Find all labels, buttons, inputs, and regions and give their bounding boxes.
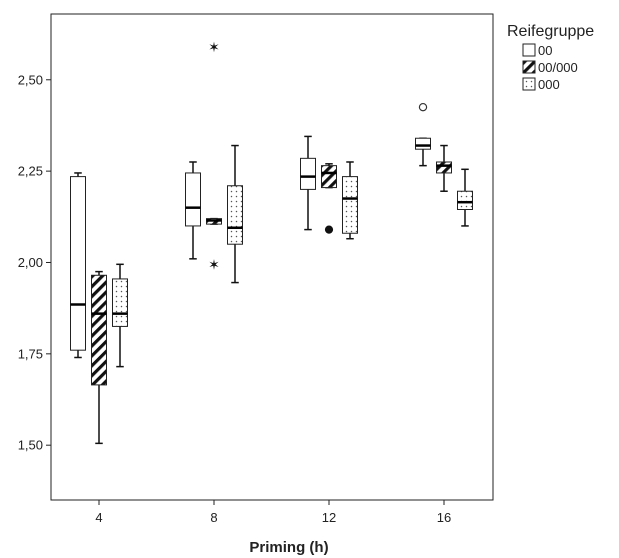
y-tick-label: 2,50 xyxy=(18,72,43,87)
box-plot xyxy=(436,144,452,192)
box-iqr xyxy=(91,274,107,386)
box-plot xyxy=(415,102,431,167)
x-tick-label: 12 xyxy=(322,510,336,525)
legend-swatch xyxy=(522,77,536,91)
box-iqr xyxy=(70,176,86,351)
x-tick-label: 16 xyxy=(437,510,451,525)
box-plot xyxy=(342,161,358,240)
box-series xyxy=(70,102,431,359)
extreme-marker: ✶ xyxy=(208,40,220,56)
box-plot xyxy=(70,172,86,359)
x-axis-title: Priming (h) xyxy=(249,539,328,556)
box-iqr xyxy=(300,157,316,190)
box-series xyxy=(112,144,473,368)
box-iqr xyxy=(436,161,452,174)
box-plot xyxy=(91,270,107,445)
box-iqr xyxy=(457,190,473,210)
box-series: ✶✶ xyxy=(91,40,452,445)
legend-label: 00 xyxy=(538,43,552,58)
box-plot xyxy=(112,263,128,368)
legend-label: 000 xyxy=(538,77,560,92)
plot-area xyxy=(50,13,494,501)
box-iqr xyxy=(415,137,431,150)
legend-item: 00 xyxy=(522,43,552,58)
y-tick-label: 1,75 xyxy=(18,346,43,361)
legend-item: 000 xyxy=(522,77,560,92)
box-iqr xyxy=(185,172,201,227)
outlier-marker xyxy=(324,225,334,234)
legend-swatch xyxy=(522,43,536,57)
box-plot xyxy=(321,163,337,234)
x-tick-label: 4 xyxy=(95,510,102,525)
box-iqr xyxy=(112,278,128,327)
box-plot xyxy=(300,135,316,231)
outlier-marker xyxy=(418,102,428,112)
y-tick-label: 2,25 xyxy=(18,164,43,179)
y-axis: 1,50 1,75 2,00 2,25 2,50 xyxy=(18,72,51,453)
box-plot: ✶✶ xyxy=(206,40,222,273)
y-tick-label: 2,00 xyxy=(18,255,43,270)
box-plot xyxy=(227,144,243,284)
legend-swatch xyxy=(522,60,536,74)
y-tick-label: 1,50 xyxy=(18,438,43,453)
legend: Reifegruppe 00 00/000 000 xyxy=(507,23,594,92)
box-plot xyxy=(185,161,201,260)
x-tick-label: 8 xyxy=(210,510,217,525)
box-iqr xyxy=(227,185,243,245)
box-iqr xyxy=(321,165,337,189)
legend-item: 00/000 xyxy=(522,60,578,75)
box-plot xyxy=(457,168,473,227)
legend-title: Reifegruppe xyxy=(507,23,594,40)
x-axis: 4 8 12 16 xyxy=(95,500,451,525)
box-series-group: ✶✶ xyxy=(70,40,473,445)
box-iqr xyxy=(342,176,358,234)
extreme-marker: ✶ xyxy=(208,257,220,273)
legend-label: 00/000 xyxy=(538,60,578,75)
